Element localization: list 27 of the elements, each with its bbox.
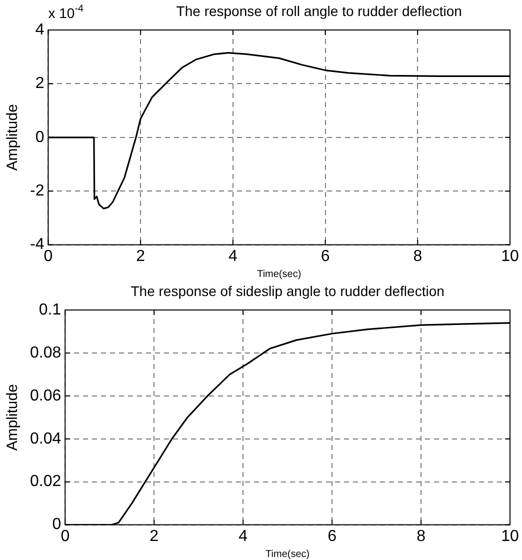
y-tick-label: 0: [52, 516, 62, 534]
chart-title: The response of roll angle to rudder deflection: [176, 3, 462, 19]
y-tick-label: -4: [30, 236, 44, 254]
x-tick-label: 2: [136, 248, 146, 265]
x-tick-label: 8: [416, 528, 426, 545]
x-tick-label: 10: [501, 248, 519, 265]
y-tick-label: 4: [35, 21, 44, 38]
x-tick-label: 6: [328, 528, 337, 545]
y-tick-label: 0.06: [30, 387, 62, 404]
x-axis-title: Time(sec): [257, 268, 302, 280]
y-tick-label: 0.08: [30, 344, 62, 362]
y-tick-label: 2: [35, 75, 44, 92]
y-tick-label: -2: [30, 182, 44, 200]
y-axis-title: Amplitude: [4, 384, 22, 451]
y-tick-label: 0.1: [38, 301, 62, 318]
y-tick-label: 0: [35, 128, 44, 146]
x-tick-label: 6: [320, 248, 330, 265]
y-tick-label: 0.04: [30, 430, 62, 448]
x-tick-label: 4: [238, 528, 248, 545]
y-tick-label: 0.02: [30, 473, 62, 490]
x-tick-label: 8: [413, 248, 422, 265]
x-tick-label: 4: [228, 248, 238, 265]
chart-title: The response of sideslip angle to rudder deflection: [130, 283, 444, 299]
x-tick-label: 2: [150, 528, 159, 545]
x-axis-title: Time(sec): [266, 548, 310, 560]
x-tick-label: 10: [501, 528, 519, 545]
y-axis-title: Amplitude: [4, 104, 22, 171]
